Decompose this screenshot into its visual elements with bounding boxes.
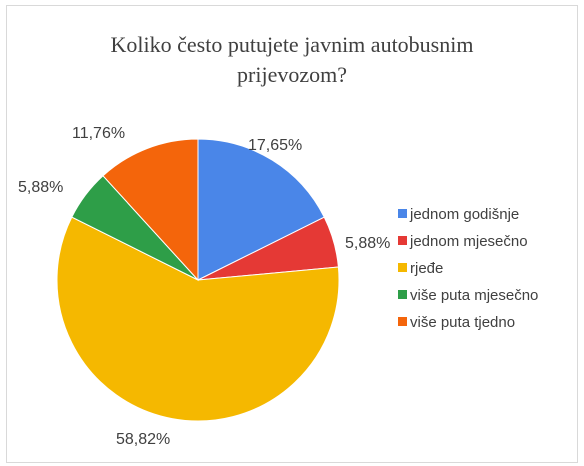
- data-label-vise-puta-mjesecno: 5,88%: [18, 179, 63, 196]
- legend-label-jednom-godisnje: jednom godišnje: [409, 206, 519, 223]
- legend-swatch-jednom-godisnje: [398, 209, 407, 218]
- data-label-rjede: 58,82%: [116, 431, 170, 448]
- chart-title-line-2: prijevozom?: [237, 62, 347, 87]
- pie-slice-rjede: [56, 216, 340, 422]
- pie-slice-jednom-godisnje: [197, 138, 325, 281]
- legend-swatch-vise-puta-mjesecno: [398, 290, 407, 299]
- legend-swatch-rjede: [398, 263, 407, 272]
- legend-label-vise-puta-mjesecno: više puta mjesečno: [410, 287, 538, 304]
- chart-title-line-1: Koliko često putujete javnim autobusnim: [110, 32, 474, 57]
- legend-swatch-jednom-mjesecno: [398, 236, 407, 245]
- legend-label-rjede: rjeđe: [410, 260, 443, 277]
- legend-swatch-vise-puta-tjedno: [398, 317, 407, 326]
- data-label-jednom-mjesecno: 5,88%: [345, 235, 390, 252]
- pie-slice-vise-puta-tjedno: [102, 138, 199, 282]
- data-label-vise-puta-tjedno: 11,76%: [72, 125, 125, 142]
- data-label-jednom-godisnje: 17,65%: [248, 137, 302, 154]
- chart-title: Koliko često putujete javnim autobusnim …: [0, 30, 584, 90]
- legend-label-jednom-mjesecno: jednom mjesečno: [409, 233, 528, 250]
- legend-label-vise-puta-tjedno: više puta tjedno: [410, 314, 515, 331]
